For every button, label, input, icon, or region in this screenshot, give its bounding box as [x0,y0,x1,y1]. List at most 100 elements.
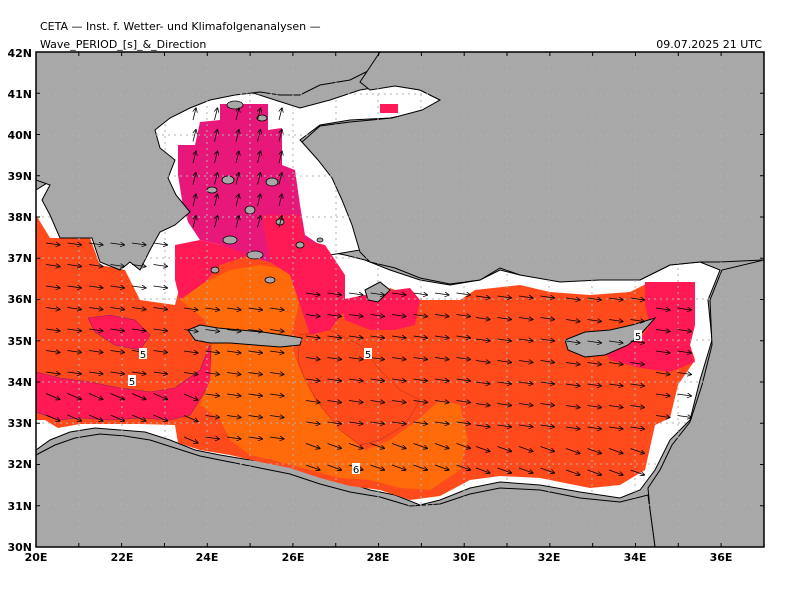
lon-labels: 20E 22E 24E 26E 28E 30E 32E 34E 36E [25,551,733,564]
direction-arrow [153,351,168,353]
direction-arrow [235,130,239,142]
direction-arrow [518,446,533,452]
direction-arrow [226,308,241,310]
direction-arrow [565,469,580,475]
direction-arrow [434,443,449,449]
direction-arrow [540,467,555,473]
direction-arrow [677,330,692,332]
direction-arrow [434,422,449,424]
period-4-marmara [380,104,398,113]
direction-arrow [391,336,406,338]
direction-arrow [110,351,125,353]
direction-arrow [248,394,263,396]
direction-arrow [565,298,580,300]
direction-arrow [269,373,284,375]
direction-arrow [67,351,82,353]
direction-arrow [475,361,490,363]
period-6-region [180,265,468,490]
direction-arrow [327,358,342,360]
direction-arrow [327,293,342,295]
direction-arrow [475,318,490,320]
direction-arrow [226,330,241,332]
direction-arrow [214,108,218,121]
direction-arrow [391,422,406,424]
direction-arrow [269,308,284,310]
direction-arrow [153,414,168,421]
direction-arrow [45,351,60,353]
direction-arrow [183,436,198,443]
direction-arrow [192,173,196,185]
direction-arrow [88,308,103,310]
direction-arrow [540,404,555,406]
direction-arrow [183,330,198,332]
lat-tick-label: 40N [7,129,32,142]
direction-arrow [248,330,263,332]
contour-label: 5 [365,350,371,361]
direction-arrow [192,108,196,121]
axis-ticks [35,51,765,548]
direction-arrow [183,373,198,375]
direction-arrow [305,401,320,403]
direction-arrow [235,216,239,228]
direction-arrow [587,363,602,365]
direction-arrow [677,308,692,310]
direction-arrow [540,339,555,341]
direction-arrow [518,467,533,473]
direction-arrow [153,265,168,267]
direction-arrow [45,265,60,267]
direction-arrow [305,379,320,381]
direction-arrow [45,243,60,245]
period-4-aegean-east [262,215,345,335]
direction-arrow [587,384,602,386]
direction-arrow [518,318,533,320]
direction-arrow [677,351,692,353]
direction-arrow [391,443,406,449]
direction-arrow [391,293,406,295]
direction-arrow [413,315,428,317]
direction-arrow [655,351,670,353]
direction-arrow [540,318,555,320]
direction-arrow [630,384,645,386]
direction-arrow [192,151,196,164]
direction-arrow [434,315,449,317]
direction-arrow [348,336,363,338]
direction-arrow [475,446,490,452]
direction-arrow [655,416,670,418]
direction-arrow [497,382,512,384]
direction-arrow [565,363,580,365]
lat-tick-label: 35N [7,335,32,348]
direction-arrow [110,372,125,374]
direction-arrow [110,265,125,267]
direction-arrow [257,130,261,142]
direction-arrow [214,194,218,207]
direction-arrow [677,416,692,418]
direction-arrow [327,336,342,338]
direction-arrow [214,173,218,185]
lat-tick-label: 30N [7,541,32,554]
direction-arrow [587,341,602,343]
direction-arrow [305,358,320,360]
institute-header: CETA — Inst. f. Wetter- und Klimafolgena… [40,20,321,33]
direction-arrow [67,243,82,245]
direction-arrow [67,393,82,400]
direction-arrow [497,339,512,341]
direction-arrow [497,425,512,427]
lon-tick-label: 28E [367,551,390,564]
direction-arrow [434,401,449,403]
lon-tick-label: 20E [25,551,48,564]
contour-label: 5 [140,350,146,361]
direction-arrow [257,216,261,228]
direction-arrow [257,108,261,121]
direction-arrow [248,351,263,353]
direction-arrow [327,401,342,403]
direction-arrow [131,265,146,267]
direction-arrow [278,151,282,164]
direction-arrow [565,320,580,322]
direction-arrow [655,394,670,396]
direction-arrow [677,373,692,375]
direction-arrow [456,336,471,338]
direction-arrow [391,358,406,360]
direction-arrow [278,216,282,228]
direction-arrow [235,108,239,121]
direction-arrow [475,296,490,298]
